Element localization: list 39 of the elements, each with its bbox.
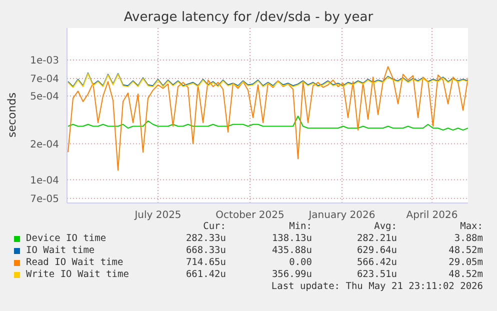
text: 661.42u (184, 269, 226, 280)
text: 48.52m (448, 269, 483, 280)
y-tick-label: 7e-05 (30, 194, 59, 205)
x-tick-label: October 2025 (216, 210, 284, 222)
text: 48.52m (448, 245, 483, 256)
text: Last update: Thu May 21 23:11:02 2026 (270, 281, 483, 292)
text: 356.99u (270, 269, 312, 280)
text: 282.21u (356, 233, 397, 244)
legend-label: Write IO Wait time (26, 269, 129, 280)
legend-label: IO Wait time (26, 245, 95, 256)
legend-label: Read IO Wait time (26, 257, 124, 268)
chart-title: Average latency for /dev/sda - by year (122, 10, 374, 25)
y-tick-label: 1e-03 (30, 56, 59, 67)
text: 623.51u (356, 269, 397, 280)
text: 629.64u (356, 245, 397, 256)
y-tick-label: 2e-04 (30, 139, 59, 150)
legend-label: Device IO time (26, 233, 106, 244)
text: 0.00 (288, 257, 312, 268)
y-tick-label: 7e-04 (30, 74, 59, 86)
y-tick-label: 5e-04 (30, 92, 59, 103)
text: Cur: (202, 221, 226, 232)
text: 566.42u (356, 257, 397, 268)
line-series (68, 66, 468, 171)
text: Max: (459, 221, 483, 232)
text: 282.33u (184, 233, 226, 244)
text: 714.65u (184, 257, 226, 268)
x-tick-label: July 2025 (134, 210, 182, 222)
text: 138.13u (270, 233, 312, 244)
text: 668.33u (184, 245, 226, 256)
text: 435.88u (270, 245, 312, 256)
text: Avg: (373, 221, 397, 232)
x-tick-label: January 2026 (308, 210, 376, 222)
y-axis-title: seconds (6, 92, 18, 138)
text: 29.05m (448, 257, 483, 268)
y-tick-label: 1e-04 (30, 175, 59, 186)
x-tick-label: April 2026 (406, 210, 458, 222)
text: Min: (288, 221, 312, 232)
line-series (68, 116, 468, 131)
text: 3.88m (453, 233, 483, 244)
